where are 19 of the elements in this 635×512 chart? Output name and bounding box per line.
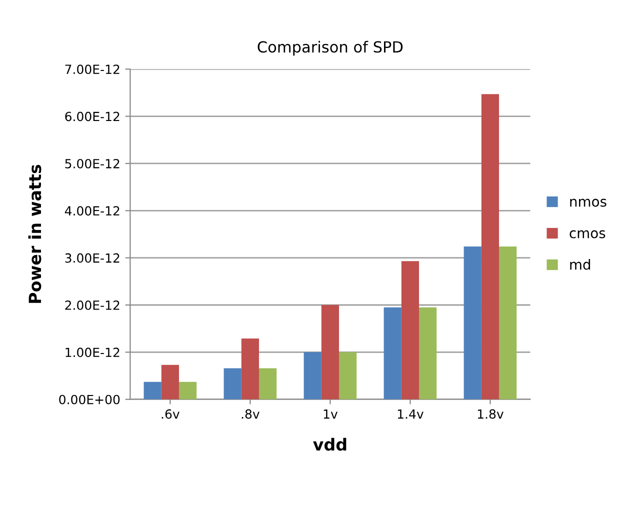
- legend-label: cmos: [570, 230, 606, 238]
- x-tick-label: 1.4v: [398, 409, 424, 419]
- x-tick-label: .6v: [162, 409, 180, 419]
- x-tick-label: 1v: [324, 409, 338, 419]
- y-tick-label: 1.00E-12: [66, 348, 120, 358]
- y-axis-title: Power in watts: [28, 164, 42, 303]
- x-axis-title: vdd: [313, 438, 346, 451]
- y-tick-label: 6.00E-12: [65, 112, 120, 122]
- legend-label: md: [570, 259, 590, 270]
- y-tick-label: 5.00E-12: [65, 158, 120, 168]
- y-tick-label: 0.00E+00: [59, 394, 120, 404]
- legend-label: nmos: [570, 198, 606, 207]
- chart-title: Comparison of SPD: [258, 40, 403, 56]
- y-tick-label: 7.00E-12: [65, 64, 120, 74]
- x-tick-label: .8v: [242, 409, 260, 419]
- y-tick-label: 2.00E-12: [65, 300, 120, 310]
- x-tick-label: 1.8v: [478, 409, 504, 419]
- y-tick-label: 3.00E-12: [65, 253, 120, 263]
- y-tick-label: 4.00E-12: [64, 206, 120, 216]
